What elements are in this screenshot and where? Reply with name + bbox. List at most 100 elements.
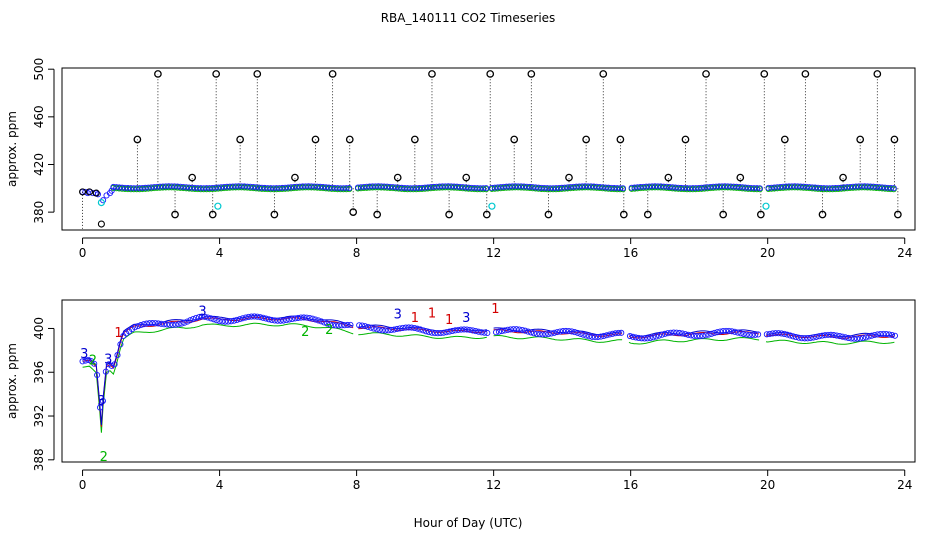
bottom-point-blue <box>184 318 191 325</box>
top-point-blue <box>305 183 312 190</box>
top-point-blue <box>651 183 659 190</box>
bottom-point-blue <box>94 371 101 379</box>
top-point-blue <box>861 183 868 190</box>
top-point-blue <box>293 183 300 190</box>
top-y-tick-label: 380 <box>32 201 46 224</box>
top-point-blue <box>500 183 507 190</box>
bottom-point-blue <box>536 331 543 338</box>
bottom-point-blue <box>452 327 459 334</box>
top-point-blue <box>480 185 487 192</box>
bottom-point-blue <box>114 352 121 359</box>
bottom-point-blue <box>723 327 730 334</box>
top-point-blue <box>739 184 746 191</box>
bottom-point-blue <box>85 356 92 363</box>
top-point-blue <box>421 184 429 191</box>
top-point-blue <box>791 183 798 190</box>
top-spike-point <box>664 173 673 182</box>
top-point-blue <box>171 183 178 190</box>
top-data-marks <box>79 70 902 229</box>
top-point-blue <box>247 183 254 190</box>
top-point-blue <box>360 183 367 191</box>
bottom-point-blue <box>594 333 602 341</box>
bottom-point-blue <box>431 330 438 337</box>
top-point-blue <box>649 183 656 190</box>
series-label-3: 3 <box>80 347 88 362</box>
bottom-point-blue <box>693 333 701 340</box>
bottom-point-blue <box>551 329 558 336</box>
bottom-point-blue <box>364 323 371 330</box>
bottom-point-blue <box>519 326 526 334</box>
bottom-point-blue <box>554 329 561 336</box>
top-point-blue <box>704 184 711 191</box>
top-point-blue <box>424 184 431 191</box>
top-point-blue <box>453 183 461 190</box>
bottom-point-blue <box>749 331 756 339</box>
top-point-blue <box>887 184 894 192</box>
top-point-blue <box>203 185 210 192</box>
top-point-blue <box>520 183 528 190</box>
top-point-blue <box>573 183 580 190</box>
top-point-blue <box>870 183 877 190</box>
top-spike-point <box>839 173 847 182</box>
bottom-point-blue <box>495 328 502 335</box>
bottom-point-blue <box>789 333 797 340</box>
bottom-point-blue <box>458 326 465 333</box>
bottom-point-blue <box>300 314 307 321</box>
bottom-point-blue <box>615 329 622 336</box>
top-point-blue <box>121 184 129 191</box>
series-label-3: 3 <box>97 394 105 409</box>
bottom-point-blue <box>880 330 887 337</box>
bottom-point-blue <box>204 314 211 321</box>
bottom-point-blue <box>335 322 342 329</box>
top-point-blue <box>718 183 726 190</box>
top-point-blue <box>229 183 236 190</box>
bottom-point-blue <box>242 314 249 321</box>
top-point-blue <box>483 185 490 192</box>
top-point-blue <box>258 184 265 191</box>
bottom-point-blue <box>158 320 165 327</box>
top-spike-point <box>410 135 419 144</box>
top-spike-point <box>756 210 765 219</box>
bottom-x-tick-label: 0 <box>79 478 87 492</box>
top-point-blue <box>782 183 790 190</box>
top-point-blue <box>797 183 804 190</box>
bottom-x-tick-label: 24 <box>897 478 912 492</box>
top-point-blue <box>879 184 886 191</box>
top-point-blue <box>168 183 175 190</box>
bottom-point-blue <box>248 313 255 320</box>
top-x-tick-label: 8 <box>353 246 361 260</box>
bottom-point-blue <box>338 322 345 329</box>
top-point-blue <box>809 184 816 191</box>
bottom-point-blue <box>411 324 418 332</box>
top-point-blue <box>255 184 263 191</box>
bottom-point-blue <box>82 357 89 364</box>
bottom-point-blue <box>306 314 313 322</box>
top-point-blue <box>410 185 417 192</box>
top-spike-point <box>702 70 710 78</box>
top-point-blue <box>567 184 574 191</box>
top-point-blue <box>407 185 414 192</box>
top-point-blue <box>448 183 455 190</box>
top-point-blue <box>436 183 443 190</box>
bottom-y-tick-label: 388 <box>32 448 46 471</box>
top-point-blue <box>681 185 688 192</box>
bottom-point-blue <box>862 334 869 341</box>
top-point-blue <box>162 183 169 190</box>
bottom-point-blue <box>807 334 814 342</box>
bottom-point-blue <box>216 318 223 325</box>
top-point-blue <box>864 183 871 190</box>
top-point-blue <box>462 184 469 191</box>
bottom-point-blue <box>720 328 727 335</box>
top-point-blue <box>433 183 440 190</box>
top-point-blue <box>517 183 525 190</box>
top-spike-point <box>236 135 244 144</box>
bottom-point-blue <box>658 331 666 338</box>
top-spike-point <box>873 70 882 78</box>
bottom-point-blue <box>166 321 173 328</box>
top-point-blue <box>308 183 315 190</box>
bottom-point-blue <box>819 332 826 339</box>
bottom-point-blue <box>463 326 470 333</box>
top-point-blue <box>290 183 297 191</box>
bottom-point-blue <box>656 332 663 339</box>
bottom-point-blue <box>778 330 785 337</box>
